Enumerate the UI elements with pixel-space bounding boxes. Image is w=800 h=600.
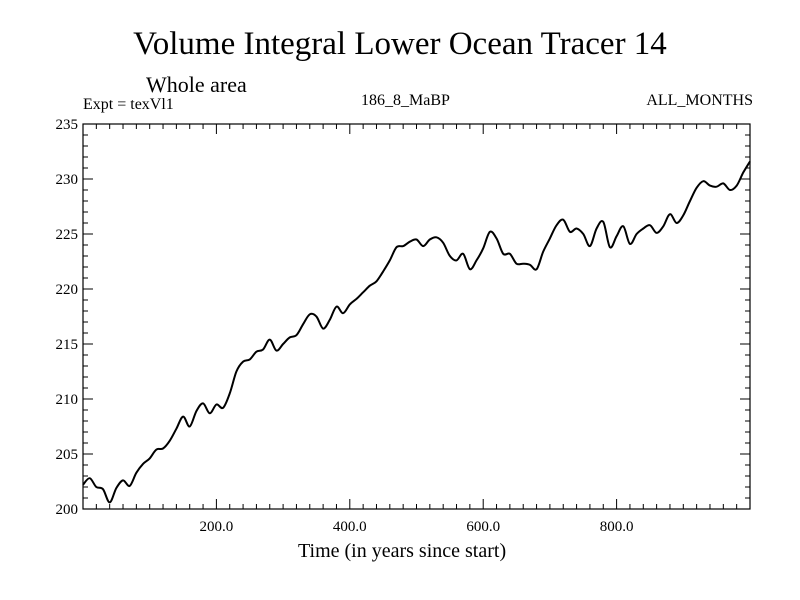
x-tick-label: 200.0 bbox=[200, 519, 234, 535]
y-tick-label: 215 bbox=[56, 337, 79, 353]
x-tick-label: 600.0 bbox=[466, 519, 500, 535]
x-tick-label: 800.0 bbox=[600, 519, 634, 535]
experiment-label: Expt = texVl1 bbox=[83, 96, 174, 113]
y-tick-label: 210 bbox=[56, 392, 79, 408]
plot-frame bbox=[82, 123, 751, 510]
y-tick-label: 225 bbox=[56, 227, 79, 243]
y-tick-label: 205 bbox=[56, 447, 79, 463]
run-label: 186_8_MaBP bbox=[361, 92, 450, 109]
axis-tick-labels: 200 205 210 215 220 225 230 235 200.0 400.0 600.0 8… bbox=[56, 117, 634, 535]
season-label: ALL_MONTHS bbox=[646, 92, 753, 109]
y-tick-label: 200 bbox=[56, 502, 79, 518]
y-tick-label: 220 bbox=[56, 282, 79, 298]
series-line bbox=[82, 160, 751, 504]
x-tick-label: 400.0 bbox=[333, 519, 367, 535]
axis-ticks bbox=[82, 123, 751, 510]
y-tick-label: 235 bbox=[56, 117, 79, 133]
y-tick-label: 230 bbox=[56, 172, 79, 188]
chart-title: Volume Integral Lower Ocean Tracer 14 bbox=[133, 26, 667, 62]
chart-subtitle: Whole area bbox=[146, 72, 247, 97]
x-axis-label: Time (in years since start) bbox=[298, 540, 507, 562]
